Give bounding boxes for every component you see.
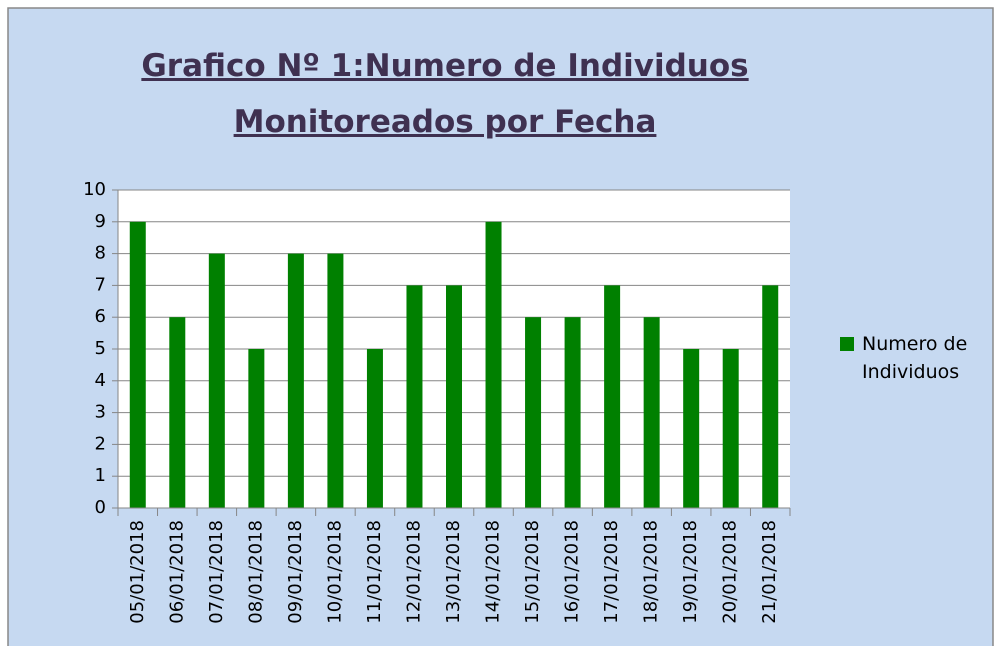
y-tick-label: 0: [95, 497, 106, 518]
x-tick-label: 18/01/2018: [641, 520, 662, 624]
y-tick-label: 7: [95, 274, 106, 295]
x-tick-label: 21/01/2018: [759, 520, 780, 624]
y-tick-label: 3: [95, 402, 106, 423]
bar: [722, 349, 739, 508]
x-tick-label: 11/01/2018: [364, 520, 385, 624]
y-tick-label: 8: [95, 243, 106, 264]
bar: [446, 285, 462, 508]
x-tick-label: 08/01/2018: [245, 520, 266, 624]
x-tick-label: 20/01/2018: [720, 520, 741, 624]
bar: [485, 221, 502, 509]
bar: [604, 285, 621, 508]
bar: [208, 253, 225, 508]
x-tick-label: 19/01/2018: [680, 520, 701, 624]
bar: [643, 317, 660, 508]
y-tick-label: 10: [83, 179, 106, 200]
bar: [366, 349, 383, 508]
x-tick-label: 07/01/2018: [206, 520, 227, 624]
x-tick-label: 16/01/2018: [562, 520, 583, 624]
chart-title: Grafico Nº 1:Numero de Individuos Monito…: [141, 48, 749, 140]
x-tick-label: 12/01/2018: [403, 520, 424, 624]
legend-label: Numero de Individuos: [862, 333, 968, 383]
bar: [327, 253, 344, 508]
x-tick-label: 13/01/2018: [443, 520, 464, 624]
x-tick-label: 10/01/2018: [324, 520, 345, 624]
y-tick-label: 4: [95, 370, 106, 391]
x-tick-label: 06/01/2018: [166, 520, 187, 624]
bar: [129, 221, 146, 509]
y-tick-label: 2: [95, 433, 106, 454]
x-tick-label: 05/01/2018: [127, 520, 148, 624]
bar: [169, 317, 186, 508]
x-tick-label: 09/01/2018: [285, 520, 306, 624]
x-tick-label: 14/01/2018: [483, 520, 504, 624]
legend-swatch: [840, 337, 854, 351]
bar: [248, 349, 265, 508]
x-tick-label: 17/01/2018: [601, 520, 622, 624]
bar: [762, 285, 779, 508]
y-tick-label: 1: [95, 465, 106, 486]
bar: [683, 349, 700, 508]
y-tick-label: 6: [95, 306, 106, 327]
bar: [406, 285, 423, 508]
bar: [564, 317, 581, 508]
bar: [287, 253, 304, 508]
bar: [525, 317, 542, 508]
x-tick-label: 15/01/2018: [522, 520, 543, 624]
y-tick-label: 5: [95, 338, 106, 359]
y-tick-label: 9: [95, 211, 106, 232]
